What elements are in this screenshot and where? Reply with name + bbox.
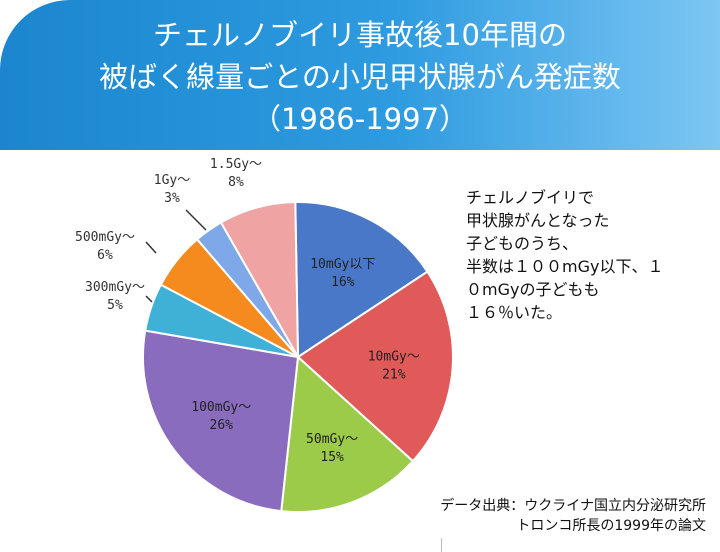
note-line: 子どものうち、 xyxy=(466,234,579,253)
pie-slices xyxy=(142,201,454,513)
slice-value-label: 15% xyxy=(320,450,344,465)
pie-slice xyxy=(142,329,300,513)
leader-line xyxy=(145,241,157,254)
slice-value-label: 6% xyxy=(97,248,113,263)
pie-slice xyxy=(280,354,415,513)
slice-category-label: 1.5Gy〜 xyxy=(210,157,262,172)
leader-line xyxy=(185,209,207,231)
note-line: ０mGyの子どもも xyxy=(466,280,600,299)
slice-category-label: 10mGy〜 xyxy=(368,349,420,364)
pie-slice xyxy=(219,201,299,358)
title-banner: チェルノブイリ事故後10年間の 被ばく線量ごとの小児甲状腺がん発症数 （1986… xyxy=(0,0,720,150)
note-line: 半数は１００mGy以下、１ xyxy=(466,257,664,276)
slice-value-label: 5% xyxy=(107,298,123,313)
leader-lines xyxy=(145,209,207,303)
annotation-note: チェルノブイリで 甲状腺がんとなった 子どものうち、 半数は１００mGy以下、１… xyxy=(466,186,716,324)
slice-value-label: 26% xyxy=(210,418,234,433)
slice-category-label: 500mGy〜 xyxy=(75,230,135,245)
note-line: チェルノブイリで xyxy=(466,188,595,207)
slice-value-label: 16% xyxy=(331,275,355,290)
pie-chart: 10mGy以下 16% 10mGy〜 21% 50mGy〜 15% 100mGy〜 26% 30… xyxy=(75,157,454,513)
slice-category-label: 50mGy〜 xyxy=(306,432,358,447)
slice-category-label: 1Gy〜 xyxy=(154,173,190,188)
slice-value-label: 8% xyxy=(228,175,244,190)
leader-line xyxy=(145,295,153,303)
slice-category-label: 100mGy〜 xyxy=(191,400,251,415)
title-line-1: チェルノブイリ事故後10年間の xyxy=(153,18,567,52)
divider xyxy=(441,538,442,552)
title-line-2: 被ばく線量ごとの小児甲状腺がん発症数 xyxy=(99,60,621,94)
slice-category-label: 300mGy〜 xyxy=(85,280,145,295)
source-line-1: データ出典：ウクライナ国立内分泌研究所 xyxy=(440,498,706,514)
slice-value-label: 21% xyxy=(382,367,406,382)
slice-category-label: 10mGy以下 xyxy=(310,257,375,272)
data-source: データ出典：ウクライナ国立内分泌研究所 トロンコ所長の1999年の論文 xyxy=(440,496,706,536)
source-line-2: トロンコ所長の1999年の論文 xyxy=(516,518,706,534)
note-line: 甲状腺がんとなった xyxy=(466,211,610,230)
pie-slice xyxy=(296,270,454,463)
title-line-3: （1986-1997） xyxy=(251,102,469,136)
note-line: １６％いた。 xyxy=(466,303,563,322)
chart-title: チェルノブイリ事故後10年間の 被ばく線量ごとの小児甲状腺がん発症数 （1986… xyxy=(0,14,720,140)
slice-labels: 10mGy以下 16% 10mGy〜 21% 50mGy〜 15% 100mGy〜 26% 30… xyxy=(75,157,420,465)
slice-value-label: 3% xyxy=(164,191,180,206)
pie-slice xyxy=(294,201,429,359)
